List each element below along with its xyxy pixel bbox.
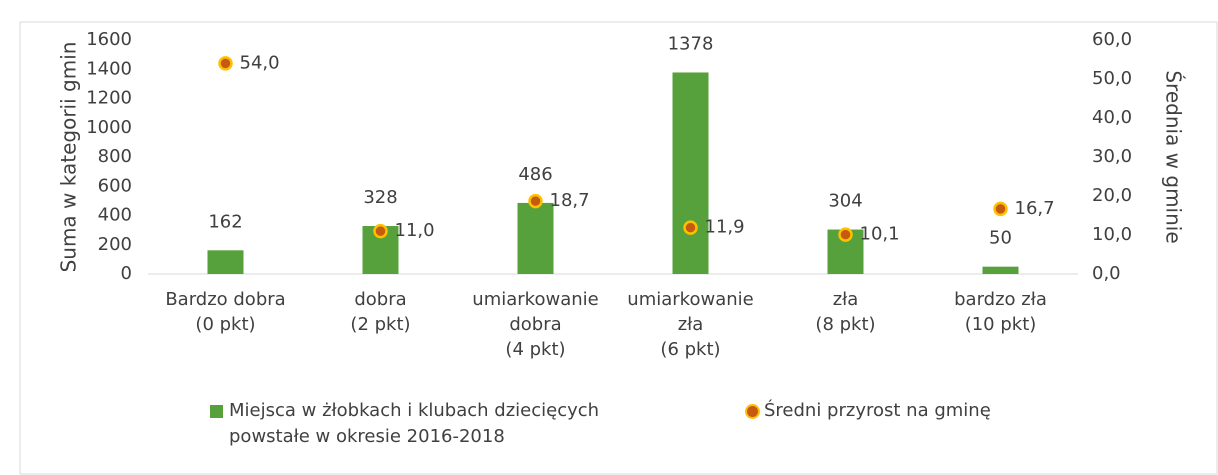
y2-tick-label: 10,0 — [1092, 224, 1132, 245]
legend-swatch — [745, 404, 760, 419]
bar — [982, 266, 1019, 274]
data-label: 486 — [518, 164, 552, 185]
x-tick-label: (8 pkt) — [815, 314, 875, 335]
point — [683, 220, 698, 235]
y-tick-label: 1400 — [86, 58, 132, 79]
y2-axis-title: Średnia w gminie — [1162, 70, 1186, 243]
legend-label: Miejsca w żłobkach i klubach dziecięcych… — [229, 400, 600, 447]
y-tick-label: 600 — [98, 175, 132, 196]
y2-tick-label: 20,0 — [1092, 185, 1132, 206]
bar — [207, 250, 244, 274]
data-label: 18,7 — [550, 190, 590, 211]
x-tick-label: (4 pkt) — [505, 339, 565, 360]
point — [838, 227, 853, 242]
x-tick-label: zła — [678, 314, 704, 335]
data-label: 11,0 — [395, 220, 435, 241]
x-tick-label: (6 pkt) — [660, 339, 720, 360]
data-label: 10,1 — [860, 224, 900, 245]
point — [993, 201, 1008, 217]
legend-item: Średni przyrost na gminę — [745, 400, 1185, 424]
y-tick-label: 1600 — [86, 29, 132, 50]
data-label: 304 — [828, 191, 862, 212]
data-label: 54,0 — [240, 52, 280, 73]
x-tick-label: dobra — [509, 314, 561, 335]
legend-item: Miejsca w żłobkach i klubach dziecięcych… — [210, 400, 650, 450]
y2-tick-label: 0,0 — [1092, 263, 1121, 284]
y-tick-label: 1200 — [86, 88, 132, 109]
data-label: 162 — [208, 211, 242, 232]
data-label: 16,7 — [1015, 198, 1055, 219]
y2-tick-label: 30,0 — [1092, 146, 1132, 167]
legend-swatch — [210, 405, 223, 418]
point — [218, 56, 233, 71]
bar — [517, 202, 554, 274]
x-tick-label: (0 pkt) — [195, 314, 255, 335]
y-tick-label: 800 — [98, 146, 132, 167]
y-tick-label: 400 — [98, 205, 132, 226]
data-label: 1378 — [668, 33, 714, 54]
data-label: 328 — [363, 187, 397, 208]
x-tick-label: (2 pkt) — [350, 314, 410, 335]
y-axis-title: Suma w kategorii gmin — [57, 42, 81, 273]
y-tick-label: 1000 — [86, 117, 132, 138]
x-tick-label: Bardzo dobra — [165, 289, 285, 310]
legend-label: Średni przyrost na gminę — [764, 400, 991, 421]
x-tick-label: dobra — [354, 289, 406, 310]
point — [373, 223, 388, 239]
x-tick-label: umiarkowanie — [472, 289, 598, 310]
data-label: 11,9 — [705, 217, 745, 238]
data-label: 50 — [989, 228, 1012, 249]
point — [528, 193, 543, 209]
x-tick-label: bardzo zła — [954, 289, 1047, 310]
bar — [672, 72, 709, 274]
y2-tick-label: 40,0 — [1092, 107, 1132, 128]
x-tick-label: umiarkowanie — [627, 289, 753, 310]
y2-tick-label: 60,0 — [1092, 29, 1132, 50]
y2-tick-label: 50,0 — [1092, 68, 1132, 89]
y-tick-label: 200 — [98, 234, 132, 255]
y-tick-label: 0 — [121, 263, 132, 284]
x-tick-label: (10 pkt) — [965, 314, 1037, 335]
x-tick-label: zła — [833, 289, 859, 310]
chart-border — [19, 21, 1218, 475]
